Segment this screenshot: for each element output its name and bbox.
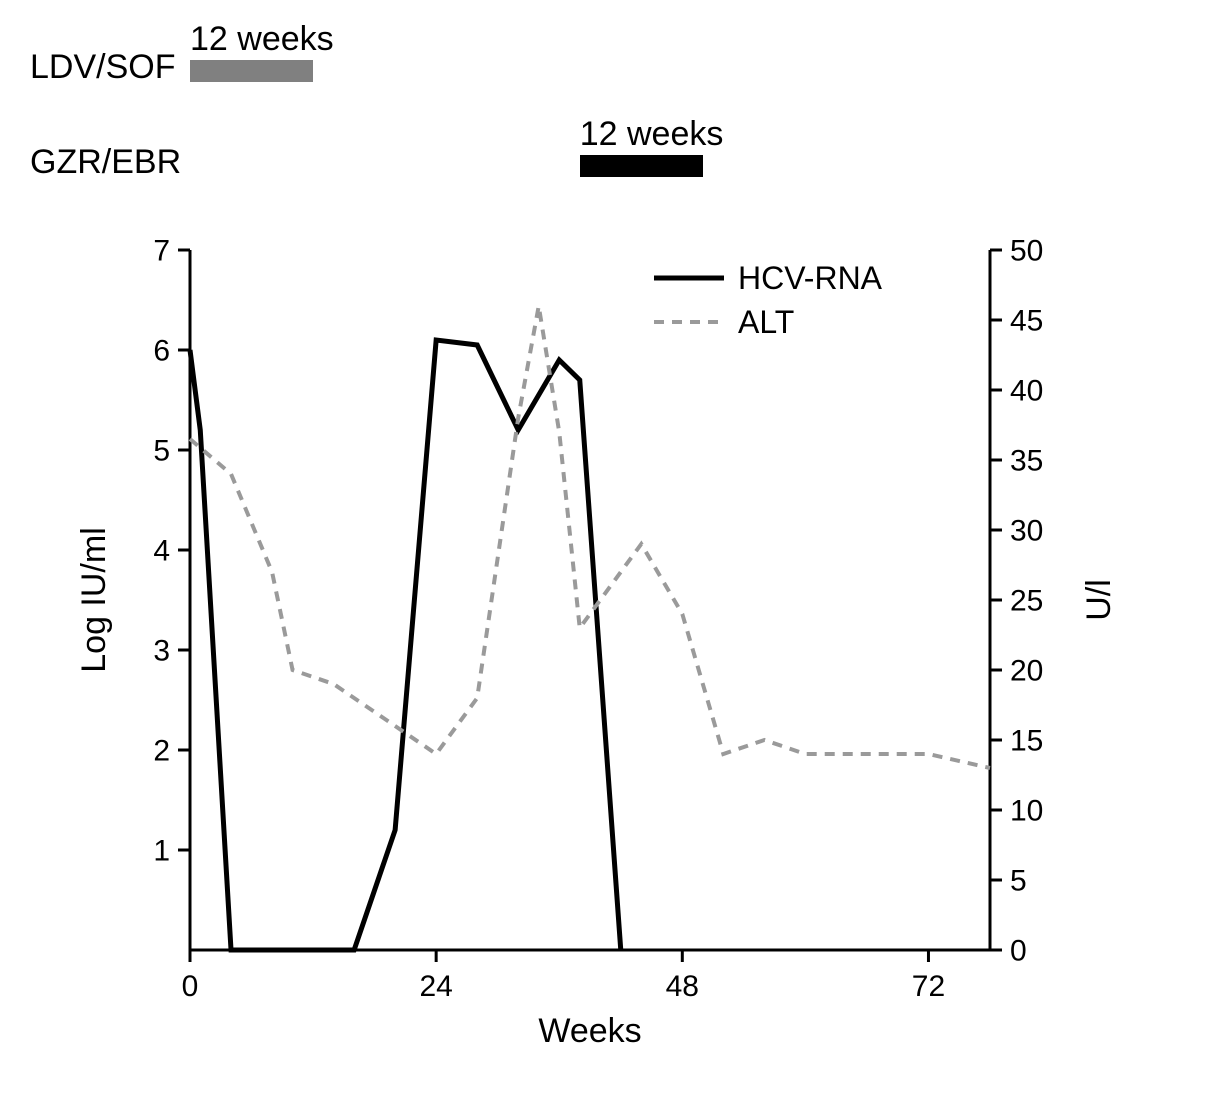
y-left-tick-label: 3 (153, 635, 170, 668)
y-right-axis-label: U/l (1080, 579, 1118, 621)
x-tick-label: 72 (912, 970, 945, 1003)
y-right-tick-label: 20 (1010, 655, 1043, 688)
y-right-tick-label: 30 (1010, 515, 1043, 548)
treatment-bar (190, 60, 313, 82)
dual-axis-chart: 0244872123456705101520253035404550WeeksL… (60, 225, 1160, 1075)
series-line (190, 340, 621, 950)
treatment-row: GZR/EBR12 weeks (30, 125, 1130, 185)
y-left-tick-label: 7 (153, 235, 170, 268)
x-axis-label: Weeks (538, 1012, 641, 1050)
y-left-tick-label: 5 (153, 435, 170, 468)
treatment-bars-region: LDV/SOF12 weeksGZR/EBR12 weeks (30, 10, 1130, 210)
figure-page: LDV/SOF12 weeksGZR/EBR12 weeks 024487212… (0, 0, 1205, 1097)
treatment-label: LDV/SOF (30, 48, 175, 87)
treatment-duration-label: 12 weeks (580, 115, 724, 154)
y-right-tick-label: 5 (1010, 865, 1027, 898)
treatment-label: GZR/EBR (30, 143, 181, 182)
y-right-tick-label: 0 (1010, 935, 1027, 968)
y-left-tick-label: 1 (153, 835, 170, 868)
legend-label: ALT (738, 304, 794, 340)
treatment-bar (580, 155, 703, 177)
x-tick-label: 24 (419, 970, 452, 1003)
treatment-duration-label: 12 weeks (190, 20, 334, 59)
y-right-tick-label: 35 (1010, 445, 1043, 478)
x-tick-label: 48 (666, 970, 699, 1003)
legend-label: HCV-RNA (738, 260, 883, 296)
y-left-tick-label: 4 (153, 535, 170, 568)
y-right-tick-label: 50 (1010, 235, 1043, 268)
y-left-tick-label: 2 (153, 735, 170, 768)
y-right-tick-label: 15 (1010, 725, 1043, 758)
y-left-tick-label: 6 (153, 335, 170, 368)
x-tick-label: 0 (182, 970, 199, 1003)
y-right-tick-label: 40 (1010, 375, 1043, 408)
y-right-tick-label: 25 (1010, 585, 1043, 618)
treatment-row: LDV/SOF12 weeks (30, 30, 1130, 90)
y-right-tick-label: 45 (1010, 305, 1043, 338)
y-right-tick-label: 10 (1010, 795, 1043, 828)
y-left-axis-label: Log IU/ml (75, 527, 113, 673)
chart-container: 0244872123456705101520253035404550WeeksL… (60, 225, 1160, 1075)
